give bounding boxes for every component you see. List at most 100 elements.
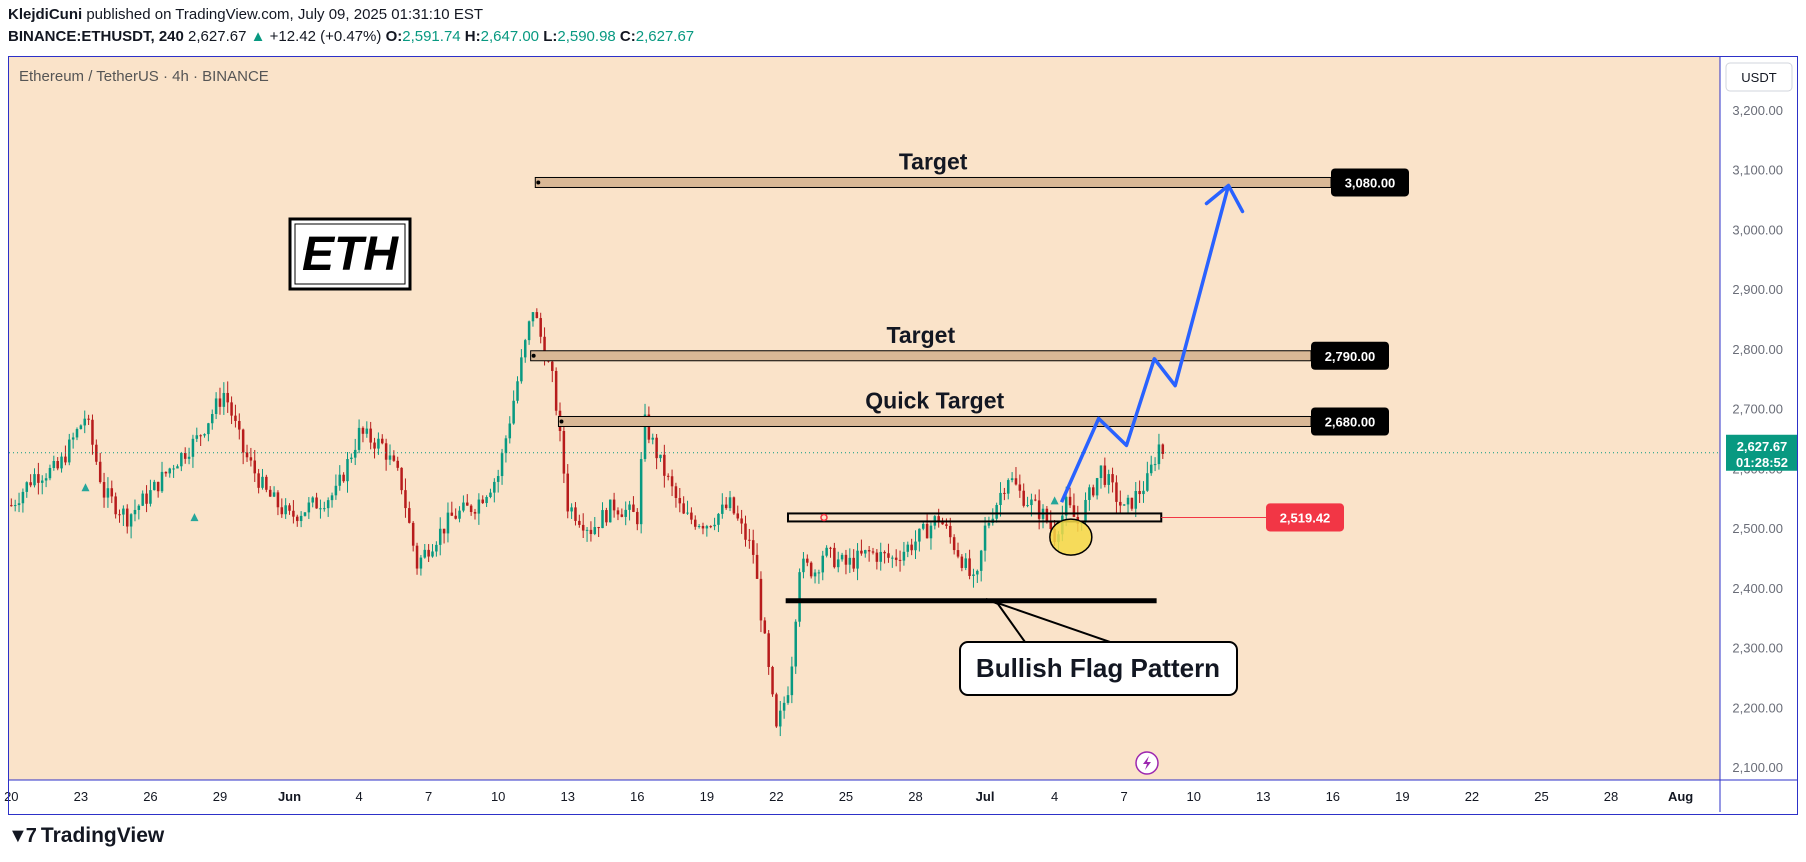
candle-body bbox=[253, 460, 257, 474]
candle-body bbox=[95, 444, 98, 462]
candle-body bbox=[180, 452, 183, 467]
candle-body bbox=[435, 544, 438, 552]
candle-body bbox=[276, 492, 280, 508]
candle-body bbox=[879, 551, 882, 562]
candle-body bbox=[13, 505, 17, 507]
candle-body bbox=[315, 497, 318, 509]
low-label: L: bbox=[543, 28, 558, 45]
candle-body bbox=[249, 457, 253, 461]
candle-body bbox=[952, 537, 956, 551]
y-tick-label: 3,200.00 bbox=[1732, 103, 1783, 118]
candle-body bbox=[71, 437, 75, 440]
candle-body bbox=[775, 694, 778, 727]
candle-body bbox=[1130, 497, 1134, 509]
target-zone-handle bbox=[531, 353, 536, 358]
candle-body bbox=[296, 516, 299, 522]
candle-body bbox=[265, 476, 268, 490]
candle-body bbox=[570, 507, 573, 512]
currency-button-box bbox=[1725, 62, 1793, 92]
candle-body bbox=[408, 508, 411, 523]
x-tick-label: 10 bbox=[491, 789, 505, 804]
candle-body bbox=[37, 474, 40, 483]
candle-body bbox=[33, 474, 36, 486]
candle-body bbox=[25, 482, 29, 492]
symbol-label[interactable]: BINANCE:ETHUSDT, 240 bbox=[8, 28, 184, 45]
candle-body bbox=[40, 480, 44, 483]
candle-body bbox=[1091, 487, 1095, 496]
candle-body bbox=[288, 505, 291, 511]
footer-brand[interactable]: ▼7 TradingView bbox=[8, 824, 164, 848]
candle-body bbox=[891, 557, 894, 559]
candle-body bbox=[284, 505, 287, 515]
candle-body bbox=[647, 414, 651, 440]
candle-body bbox=[1064, 496, 1068, 516]
candle-body bbox=[377, 438, 380, 449]
candle-body bbox=[125, 508, 129, 527]
candle-body bbox=[361, 427, 365, 434]
candle-body bbox=[369, 428, 372, 443]
y-tick-label: 2,800.00 bbox=[1732, 342, 1783, 357]
candle-body bbox=[207, 423, 210, 435]
candle-body bbox=[995, 505, 998, 519]
author-name[interactable]: KlejdiCuni bbox=[8, 6, 83, 23]
candle-body bbox=[844, 554, 848, 565]
candle-body bbox=[1111, 474, 1114, 483]
candle-body bbox=[257, 473, 260, 488]
candle-body bbox=[918, 528, 921, 542]
high-label: H: bbox=[464, 28, 481, 45]
candle-body bbox=[678, 497, 682, 504]
x-tick-label: 13 bbox=[1256, 789, 1270, 804]
candle-body bbox=[887, 553, 890, 558]
signal-marker bbox=[81, 483, 90, 492]
candle-body bbox=[929, 525, 933, 539]
candle-body bbox=[813, 572, 817, 577]
candle-body bbox=[1126, 497, 1130, 505]
x-tick-label: 7 bbox=[425, 789, 432, 804]
candle-body bbox=[1034, 499, 1037, 501]
candle-body bbox=[589, 529, 593, 535]
bullish-flag-callout: Bullish Flag Pattern bbox=[959, 598, 1238, 696]
candle-body bbox=[75, 429, 79, 438]
candle-body bbox=[458, 510, 461, 519]
candle-body bbox=[48, 467, 52, 479]
candle-body bbox=[411, 522, 415, 546]
candle-body bbox=[485, 497, 488, 504]
candle-body bbox=[1099, 465, 1103, 479]
candle-body bbox=[477, 499, 481, 514]
candle-body bbox=[1161, 444, 1165, 454]
candle-body bbox=[636, 511, 639, 525]
currency-button[interactable]: USDT bbox=[1725, 62, 1793, 92]
projection-path bbox=[1059, 185, 1231, 503]
candle-body bbox=[709, 526, 712, 528]
lightning-icon[interactable] bbox=[1135, 751, 1159, 775]
candle-body bbox=[423, 549, 427, 558]
candle-body bbox=[168, 468, 172, 474]
candle-body bbox=[1138, 491, 1141, 495]
candle-body bbox=[836, 559, 840, 568]
candle-body bbox=[381, 438, 384, 444]
candle-body bbox=[825, 547, 828, 556]
candle-body bbox=[1003, 492, 1006, 494]
currency-button-label: USDT bbox=[1741, 70, 1776, 85]
candle-body bbox=[195, 435, 199, 439]
candle-body bbox=[659, 454, 662, 459]
candle-body bbox=[1153, 464, 1157, 466]
candle-body bbox=[666, 475, 670, 477]
candle-body bbox=[133, 509, 137, 515]
candle-body bbox=[979, 550, 983, 571]
candle-body bbox=[469, 505, 473, 513]
candle-body bbox=[821, 555, 825, 573]
candle-body bbox=[280, 507, 284, 515]
candle-body bbox=[203, 434, 206, 436]
candle-body bbox=[10, 505, 13, 507]
candle-body bbox=[949, 525, 952, 538]
candle-body bbox=[968, 558, 971, 576]
candle-body bbox=[744, 523, 747, 540]
candle-body bbox=[601, 510, 604, 529]
time-axis-bg bbox=[9, 780, 1720, 812]
candle-body bbox=[334, 485, 338, 496]
x-tick-label: 13 bbox=[561, 789, 575, 804]
candle-body bbox=[384, 443, 388, 460]
candle-body bbox=[840, 554, 844, 560]
